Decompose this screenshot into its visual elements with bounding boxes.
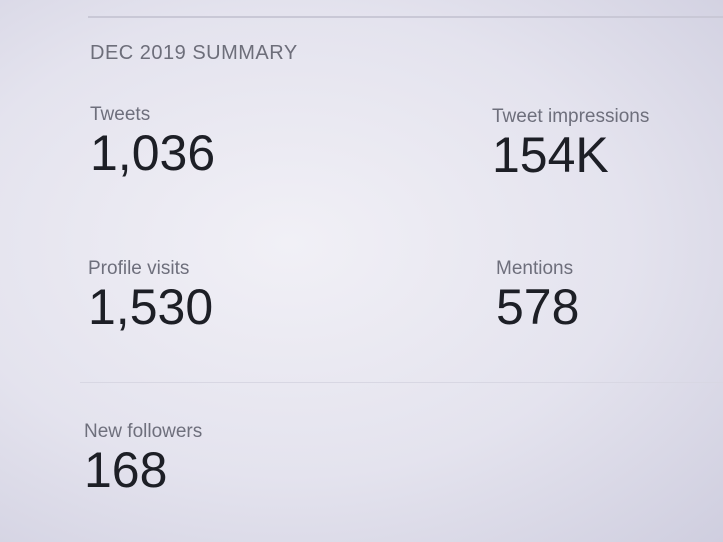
metric-label: Profile visits xyxy=(88,258,190,279)
section-divider xyxy=(80,382,723,383)
metric-label: Tweets xyxy=(90,104,151,125)
metric-impressions: Tweet impressions 154K xyxy=(492,106,649,180)
metric-new-followers: New followers 168 xyxy=(84,421,202,495)
metric-label: Tweet impressions xyxy=(492,106,650,127)
metric-profile-visits: Profile visits 1,530 xyxy=(88,258,213,332)
metric-tweets: Tweets 1,036 xyxy=(90,104,215,178)
metric-value: 1,530 xyxy=(88,279,214,335)
metric-mentions: Mentions 578 xyxy=(496,258,579,332)
metric-value: 168 xyxy=(84,442,168,498)
summary-title: DEC 2019 SUMMARY xyxy=(90,42,298,64)
top-divider xyxy=(88,16,723,18)
metric-label: Mentions xyxy=(496,258,574,279)
metric-value: 578 xyxy=(496,279,580,335)
metric-value: 1,036 xyxy=(90,125,216,181)
metric-label: New followers xyxy=(84,421,203,442)
metric-value: 154K xyxy=(492,127,609,183)
